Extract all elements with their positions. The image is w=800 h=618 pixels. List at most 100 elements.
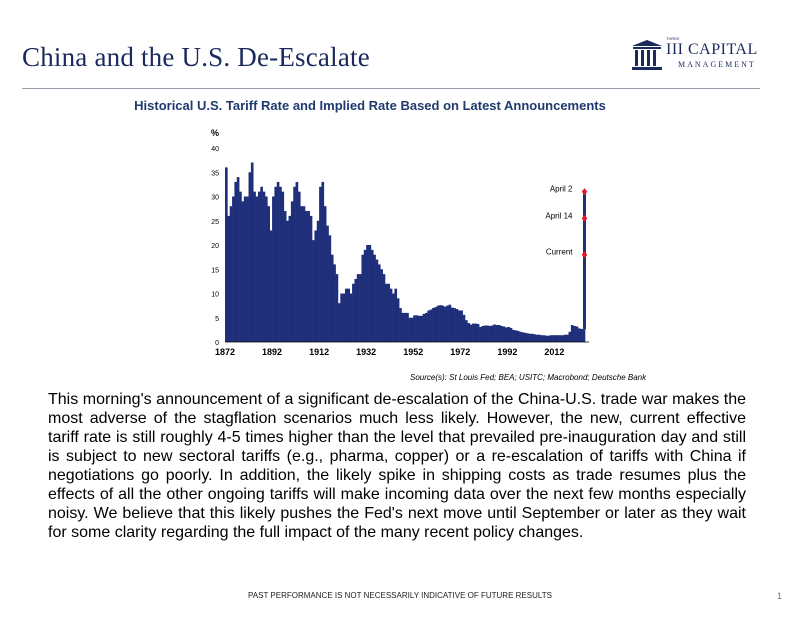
title-divider xyxy=(22,88,760,89)
chart-bar xyxy=(236,177,240,342)
chart-bar xyxy=(297,191,301,342)
chart-bar xyxy=(556,335,560,342)
chart-bar xyxy=(570,325,574,342)
chart-bar xyxy=(361,254,365,342)
chart-bar xyxy=(436,305,440,342)
chart-bar xyxy=(272,196,275,342)
chart-bar xyxy=(457,310,461,342)
chart-bar xyxy=(229,206,233,342)
footer-disclaimer: PAST PERFORMANCE IS NOT NECESSARILY INDI… xyxy=(248,591,552,600)
chart-bar xyxy=(368,245,372,342)
x-tick-label: 1872 xyxy=(215,347,235,357)
chart-bar xyxy=(467,323,471,342)
chart-bar xyxy=(340,293,343,342)
chart-bar xyxy=(370,249,374,342)
chart-bar xyxy=(563,334,567,342)
chart-bar xyxy=(568,331,572,342)
chart-bar xyxy=(335,274,339,342)
x-tick-label: 1972 xyxy=(450,347,470,357)
chart-bar xyxy=(250,162,254,342)
building-icon xyxy=(632,40,662,70)
chart-bar xyxy=(387,283,391,342)
chart-bar xyxy=(446,305,449,342)
x-tick-label: 2012 xyxy=(544,347,564,357)
chart-bar xyxy=(293,186,296,342)
company-logo: THREE III CAPITAL MANAGEMENT xyxy=(630,36,760,74)
chart-bar xyxy=(486,325,489,342)
chart-bar xyxy=(283,211,287,342)
chart-bar xyxy=(413,315,416,342)
chart-bar xyxy=(356,274,360,342)
chart-bar xyxy=(441,305,445,342)
chart-bar xyxy=(519,331,522,342)
annotation-marker xyxy=(581,214,588,222)
tariff-rate-chart: % 0 5 10 15 20 25 30 35 40 1872 1892 1912 1932 1952 197… xyxy=(211,128,589,357)
chart-bar xyxy=(309,215,313,342)
chart-bar xyxy=(300,206,303,342)
chart-bar xyxy=(500,325,503,342)
y-tick-label: 25 xyxy=(211,219,219,226)
chart-bar xyxy=(347,288,351,342)
chart-bar xyxy=(460,310,463,342)
chart-bar xyxy=(328,235,332,342)
chart-bar xyxy=(394,288,398,342)
chart-bar xyxy=(403,312,407,342)
chart-bar xyxy=(488,325,492,342)
chart-bar xyxy=(255,196,259,342)
chart-bar xyxy=(580,328,583,342)
chart-bar xyxy=(439,305,442,342)
chart-bar xyxy=(232,196,235,342)
chart-bar xyxy=(530,333,534,342)
chart-bar xyxy=(330,254,334,342)
chart-heading: Historical U.S. Tariff Rate and Implied … xyxy=(134,98,606,113)
logo-small-text: THREE xyxy=(666,36,680,41)
x-tick-label: 1992 xyxy=(497,347,517,357)
chart-bar xyxy=(427,310,431,342)
chart-bar xyxy=(241,201,245,342)
chart-bar xyxy=(537,334,541,342)
chart-bar xyxy=(345,288,348,342)
chart-bar xyxy=(476,324,480,342)
chart-bar xyxy=(582,329,586,342)
chart-bar xyxy=(512,329,515,342)
chart-bar xyxy=(483,325,487,342)
y-tick-label: 35 xyxy=(211,170,219,177)
chart-bar xyxy=(502,326,506,342)
y-tick-label: 40 xyxy=(211,146,219,153)
chart-bar xyxy=(481,325,485,342)
chart-bar xyxy=(493,324,496,342)
annotation-label: Current xyxy=(546,248,573,257)
chart-bar xyxy=(401,312,405,342)
chart-bar xyxy=(415,315,419,342)
chart-bar xyxy=(234,181,238,342)
chart-bar xyxy=(577,328,581,342)
y-tick-label: 10 xyxy=(211,292,219,299)
y-tick-label: 15 xyxy=(211,267,219,274)
chart-bar xyxy=(366,245,369,342)
chart-bar xyxy=(399,308,402,342)
chart-bar xyxy=(307,211,311,342)
chart-bar xyxy=(472,323,475,342)
chart-bar xyxy=(479,326,482,342)
chart-bar xyxy=(321,181,325,342)
chart-bar xyxy=(549,335,553,342)
chart-bar xyxy=(410,317,414,342)
chart-bar xyxy=(526,333,529,342)
chart-bar xyxy=(465,320,468,342)
y-tick-label: 30 xyxy=(211,195,219,202)
chart-bar xyxy=(352,283,355,342)
chart-bar xyxy=(225,167,228,342)
chart-bar xyxy=(545,335,548,342)
chart-bar xyxy=(276,181,280,342)
chart-bar xyxy=(373,254,376,342)
chart-bar xyxy=(269,230,273,342)
chart-bar xyxy=(323,206,327,342)
chart-bar xyxy=(392,293,395,342)
chart-bar xyxy=(434,307,438,342)
chart-bar xyxy=(359,274,362,342)
chart-bar xyxy=(490,325,494,342)
chart-bar xyxy=(507,326,511,342)
logo-main-text: III CAPITAL xyxy=(666,41,758,58)
chart-bar xyxy=(377,264,381,342)
chart-bar xyxy=(286,220,289,342)
